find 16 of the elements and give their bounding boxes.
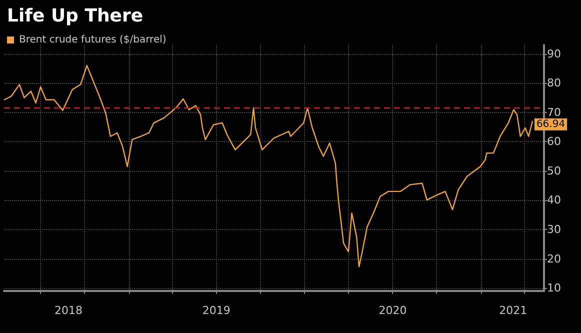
y-tick-label: 10 xyxy=(547,282,561,295)
chart-title: Life Up There xyxy=(7,6,144,26)
y-tick-label: 30 xyxy=(547,223,561,236)
y-tick-label: 40 xyxy=(547,194,561,207)
y-tick-label: 80 xyxy=(547,76,561,90)
y-tick-label: 50 xyxy=(547,164,561,178)
x-tick-label: 2018 xyxy=(54,304,83,317)
data-label: 66.94 xyxy=(536,118,566,130)
y-tick-label: 60 xyxy=(547,135,561,148)
y-tick-label: 20 xyxy=(547,252,561,266)
x-tick-label: 2019 xyxy=(202,304,230,317)
y-tick-label: 70 xyxy=(547,106,561,119)
legend-label: Brent crude futures ($/barrel) xyxy=(19,34,166,46)
x-tick-label: 2021 xyxy=(499,304,528,317)
x-tick-label: 2020 xyxy=(378,304,407,317)
y-tick-label: 90 xyxy=(547,47,561,60)
